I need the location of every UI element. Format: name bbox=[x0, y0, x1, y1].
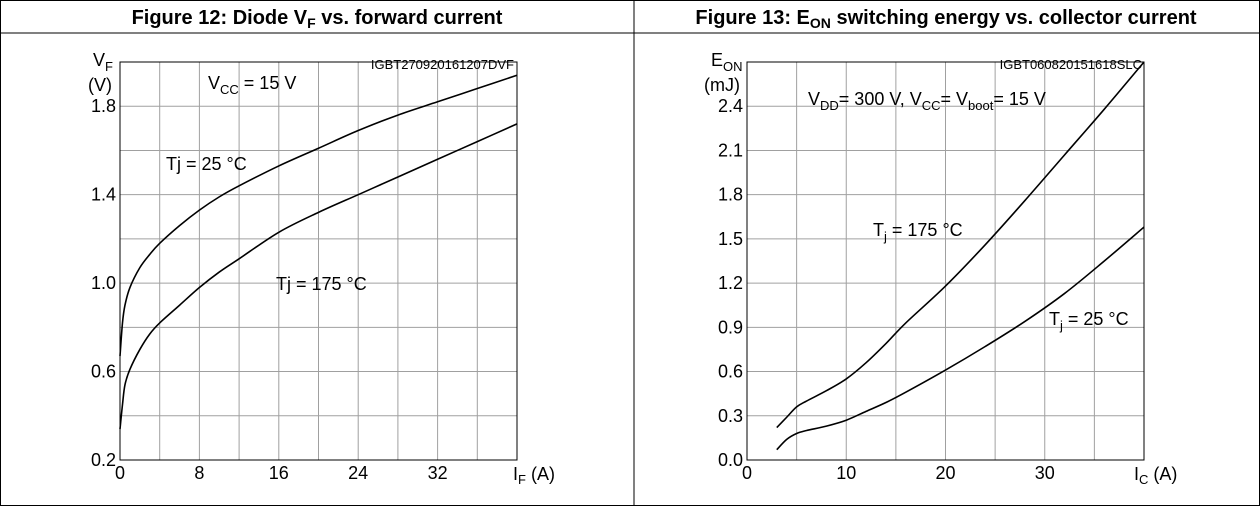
x-tick-label: 8 bbox=[194, 463, 204, 483]
figure-13-curves bbox=[776, 61, 1145, 451]
y-tick-label: 2.1 bbox=[718, 140, 743, 160]
y-tick-label: 2.4 bbox=[718, 96, 743, 116]
series-line-b bbox=[776, 226, 1145, 451]
figure-13-title: Figure 13: EON switching energy vs. coll… bbox=[695, 7, 1196, 31]
x-tick-label: 30 bbox=[1035, 463, 1055, 483]
x-tick-label: 0 bbox=[742, 463, 752, 483]
figure-13-series-label-25c: Tj = 25 °C bbox=[1049, 309, 1129, 333]
figure-13-grid bbox=[747, 62, 1144, 460]
figure-12-curves bbox=[119, 74, 518, 430]
x-tick-label: 10 bbox=[836, 463, 856, 483]
figure-12-plot-frame bbox=[119, 61, 518, 461]
y-tick-label: 0.6 bbox=[91, 362, 116, 382]
y-tick-label: 0.2 bbox=[91, 450, 116, 470]
figure-12-grid bbox=[120, 62, 517, 460]
x-tick-label: 16 bbox=[269, 463, 289, 483]
y-tick-label: 1.8 bbox=[718, 185, 743, 205]
figure-13-ticks: 0 10 20 30 0.0 0.3 0.6 0.9 1.2 1.5 1.8 2.1 2.4 bbox=[718, 96, 1055, 483]
figure-13-condition-label: VDD= 300 V, VCC= Vboot= 15 V bbox=[808, 89, 1046, 113]
figure-13-doc-code: IGBT060820151618SLC bbox=[1000, 57, 1142, 72]
figure-13-plot-frame bbox=[746, 61, 1145, 461]
figure-13-x-axis-label: IC (A) bbox=[1134, 464, 1177, 487]
y-tick-label: 1.8 bbox=[91, 96, 116, 116]
figure-13-y-axis-unit: (mJ) bbox=[704, 75, 740, 95]
y-tick-label: 0.6 bbox=[718, 362, 743, 382]
figure-12-y-axis-symbol: VF bbox=[93, 50, 113, 74]
y-tick-label: 0.9 bbox=[718, 317, 743, 337]
figure-13: Figure 13: EON switching energy vs. coll… bbox=[695, 7, 1196, 487]
x-tick-label: 32 bbox=[428, 463, 448, 483]
figure-12-series-label-175c: Tj = 175 °C bbox=[276, 274, 367, 294]
x-tick-label: 0 bbox=[115, 463, 125, 483]
figure-12-x-axis-label: IF (A) bbox=[513, 464, 555, 487]
y-tick-label: 1.4 bbox=[91, 185, 116, 205]
x-tick-label: 24 bbox=[348, 463, 368, 483]
figure-12-condition-label: VCC = 15 V bbox=[208, 73, 296, 97]
y-tick-label: 1.2 bbox=[718, 273, 743, 293]
y-tick-label: 0.3 bbox=[718, 406, 743, 426]
series-line-a bbox=[119, 74, 518, 357]
y-tick-label: 1.5 bbox=[718, 229, 743, 249]
figure-13-y-axis-symbol: EON bbox=[711, 50, 743, 74]
figure-12: Figure 12: Diode VF vs. forward current … bbox=[88, 7, 555, 487]
figure-12-ticks: 0 8 16 24 32 0.2 0.6 1.0 1.4 1.8 bbox=[91, 96, 448, 483]
figure-13-series-label-175c: Tj = 175 °C bbox=[873, 220, 963, 244]
y-tick-label: 0.0 bbox=[718, 450, 743, 470]
x-tick-label: 20 bbox=[935, 463, 955, 483]
figure-12-series-label-25c: Tj = 25 °C bbox=[166, 154, 247, 174]
figure-12-doc-code: IGBT270920161207DVF bbox=[371, 57, 514, 72]
series-line-a bbox=[776, 61, 1145, 429]
figure-12-title: Figure 12: Diode VF vs. forward current bbox=[132, 7, 503, 31]
series-line-b bbox=[119, 123, 518, 430]
y-tick-label: 1.0 bbox=[91, 273, 116, 293]
figure-12-y-axis-unit: (V) bbox=[88, 75, 112, 95]
